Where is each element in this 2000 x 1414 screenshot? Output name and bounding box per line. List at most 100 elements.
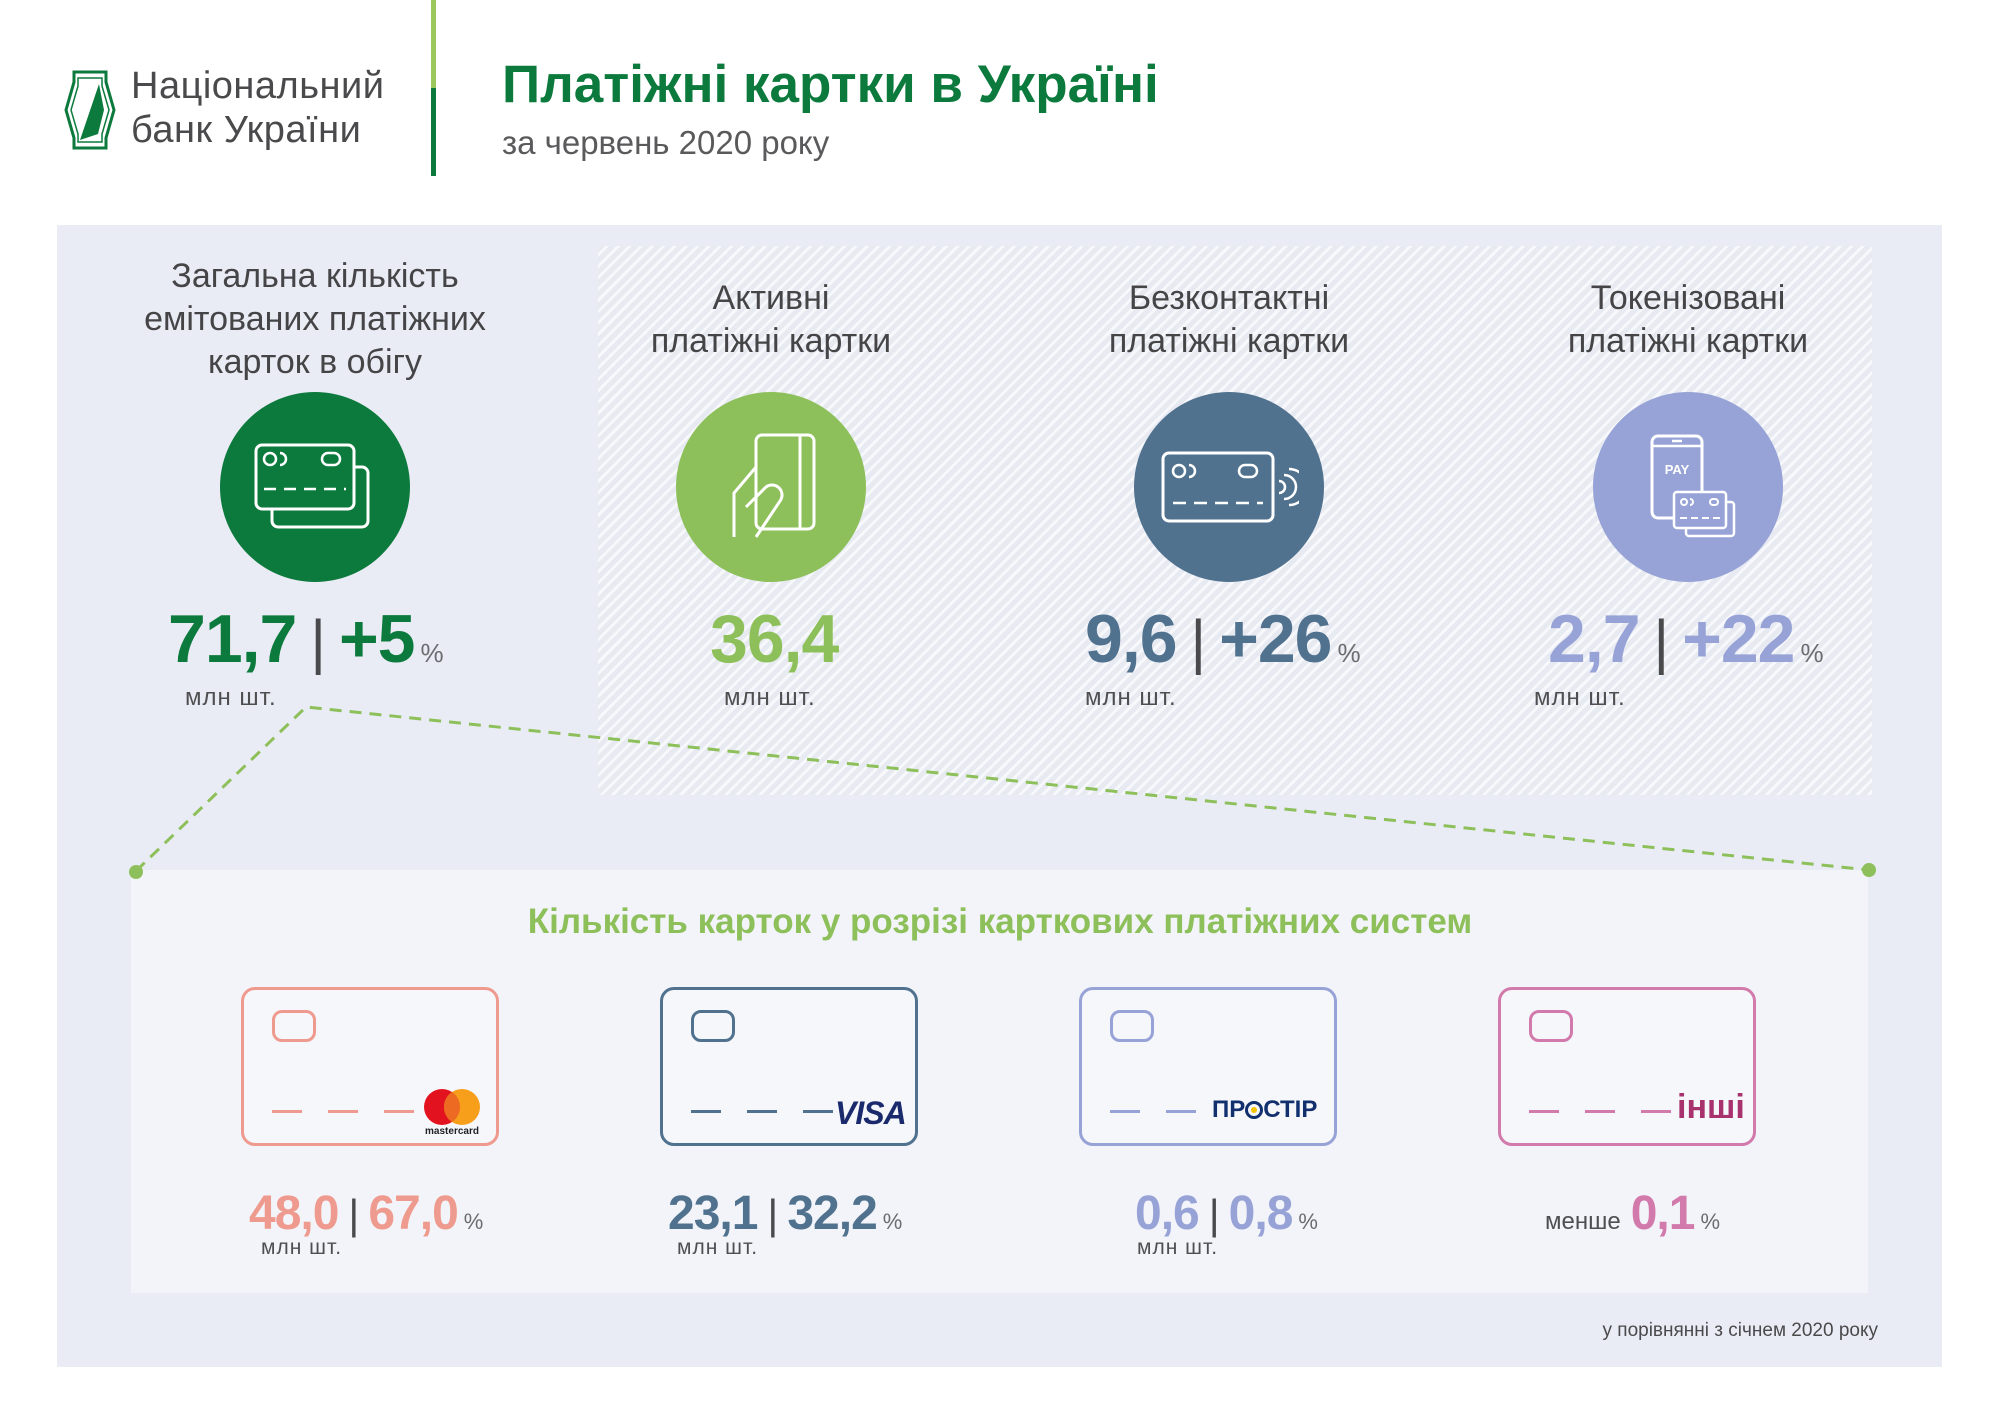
others-logo: інші [1677,1088,1745,1126]
visa-share: 32,2 [787,1187,877,1240]
prostir-logo-part: ПР [1212,1096,1246,1123]
mastercard-logo-icon: mastercard [424,1089,480,1137]
stat-contactless-unit: млн шт. [1085,684,1177,711]
stat-contactless-change: +26 [1219,601,1332,677]
heading-line: платіжні картки [1108,322,1350,360]
mastercard-share: 67,0 [368,1187,458,1240]
prostir-unit: млн шт. [1137,1236,1219,1259]
heading-line: емітованих платіжних [144,300,486,338]
percent-sign: % [1298,1209,1318,1234]
mastercard-count: 48,0 [249,1187,339,1240]
stat-active-value: 36,4 [710,601,839,677]
heading-line: Безконтактні [1128,279,1330,317]
prostir-share: 0,8 [1228,1187,1294,1240]
percent-sign: % [463,1209,484,1234]
heading-line: платіжні картки [650,322,892,360]
organization-name: Національний банк України [131,64,384,152]
header-divider [431,0,436,176]
stat-active-heading: Активні платіжні картки [551,277,991,363]
dash [1110,1110,1140,1113]
stat-tokenized-change: +22 [1682,601,1795,677]
pay-label: PAY [1665,462,1690,477]
chip-icon [691,1010,735,1042]
contactless-card-icon [1161,451,1299,523]
prostir-o-icon [1245,1101,1264,1119]
stat-contactless-value-row: 9,6 | +26% [1085,600,1361,678]
heading-line: карток в обігу [208,343,422,381]
separator: | [310,608,326,675]
separator: | [767,1191,778,1238]
phone-pay-icon: PAY [1650,434,1736,538]
dash [691,1110,721,1113]
stat-tokenized-unit: млн шт. [1534,684,1626,711]
dash [1641,1110,1671,1113]
page-title: Платіжні картки в Україні [502,55,1159,114]
heading-line: Активні [712,279,830,317]
stat-total-change: +5 [338,601,416,677]
visa-logo: VISA [835,1095,907,1131]
stat-total-value: 71,7 [168,601,297,677]
dash [272,1110,302,1113]
organization-name-line2: банк України [131,109,362,151]
heading-line: Загальна кількість [171,257,459,295]
separator: | [1190,608,1207,675]
payment-systems-title: Кількість карток у розрізі карткових пла… [527,902,1473,941]
prostir-card: ПР СТІР [1079,987,1337,1146]
separator: | [348,1191,359,1238]
others-value-row: менше 0,1% [1545,1186,1720,1241]
mastercard-value-row: 48,0 | 67,0% [249,1186,484,1241]
dash [747,1110,777,1113]
nbu-logo-icon [64,70,116,150]
visa-card: VISA [660,987,918,1146]
heading-line: платіжні картки [1567,322,1809,360]
stat-active-circle [676,392,866,582]
prostir-logo-part: СТІР [1263,1096,1318,1123]
stat-contactless-circle [1134,392,1324,582]
stat-active-value-row: 36,4 [710,600,839,678]
stat-tokenized-value: 2,7 [1548,601,1641,677]
prostir-logo: ПР СТІР [1212,1096,1317,1124]
percent-sign: % [1337,638,1360,668]
prostir-count: 0,6 [1135,1187,1200,1240]
dash [1166,1110,1196,1113]
visa-unit: млн шт. [677,1236,759,1259]
hand-holding-card-icon [732,433,816,538]
stat-total-circle [220,392,410,582]
percent-sign: % [1700,1209,1720,1234]
percent-sign: % [882,1209,903,1234]
visa-count: 23,1 [668,1187,758,1240]
mastercard-unit: млн шт. [261,1236,343,1259]
stat-total-value-row: 71,7 | +5% [168,600,444,678]
stat-total-heading: Загальна кількість емітованих платіжних … [95,255,535,384]
prostir-value-row: 0,6 | 0,8% [1135,1186,1318,1241]
cards-stack-icon [254,443,370,529]
dash [803,1110,833,1113]
stat-tokenized-circle: PAY [1593,392,1783,582]
percent-sign: % [420,638,443,668]
others-prefix: менше [1545,1208,1621,1235]
organization-name-line1: Національний [131,65,385,107]
dash [1529,1110,1559,1113]
svg-text:mastercard: mastercard [425,1126,479,1137]
dash [328,1110,358,1113]
chip-icon [1110,1010,1154,1042]
chip-icon [272,1010,316,1042]
percent-sign: % [1800,638,1823,668]
chip-icon [1529,1010,1573,1042]
stat-total-unit: млн шт. [185,684,277,711]
stat-contactless-value: 9,6 [1085,601,1178,677]
others-share: 0,1 [1630,1187,1696,1240]
mastercard-card: mastercard [241,987,499,1146]
footnote: у порівнянні з січнем 2020 року [1602,1320,1879,1341]
stat-tokenized-value-row: 2,7 | +22% [1548,600,1824,678]
stat-active-unit: млн шт. [724,684,816,711]
visa-value-row: 23,1 | 32,2% [668,1186,903,1241]
separator: | [1653,608,1670,675]
stat-contactless-heading: Безконтактні платіжні картки [1009,277,1449,363]
stat-tokenized-heading: Токенізовані платіжні картки [1468,277,1908,363]
others-card: інші [1498,987,1756,1146]
heading-line: Токенізовані [1590,279,1786,317]
dash [1585,1110,1615,1113]
separator: | [1208,1191,1220,1238]
dash [384,1110,414,1113]
